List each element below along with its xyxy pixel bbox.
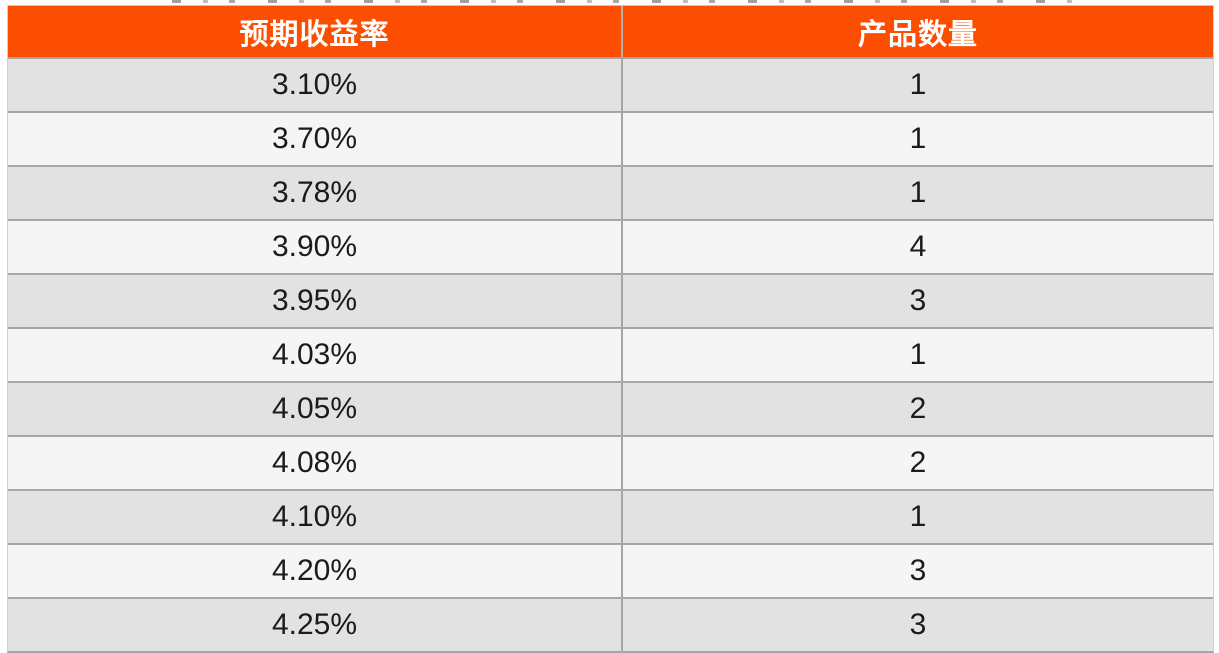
table-row: 4.20% 3: [8, 543, 1213, 597]
expected-yield-cell: 4.10%: [8, 491, 623, 543]
table-row: 3.70% 1: [8, 111, 1213, 165]
product-count-cell: 2: [909, 446, 927, 479]
product-count-cell: 1: [909, 338, 927, 371]
table-row: 4.05% 2: [8, 381, 1213, 435]
table-row: 4.25% 3: [8, 597, 1213, 651]
product-count-cell: 4: [909, 230, 927, 263]
expected-yield-cell: 4.25%: [8, 599, 623, 651]
expected-yield-cell: 4.05%: [8, 383, 623, 435]
table-row: 3.78% 1: [8, 165, 1213, 219]
yield-products-table: 预期收益率 产品数量 3.10% 1 3.70% 1 3.78% 1 3.90% 4 3.95%…: [7, 5, 1214, 653]
table-header-row: 预期收益率 产品数量: [8, 6, 1213, 57]
expected-yield-cell: 3.78%: [8, 167, 623, 219]
table-row: 4.03% 1: [8, 327, 1213, 381]
product-count-cell: 3: [909, 554, 927, 587]
product-count-cell: 2: [909, 392, 927, 425]
table-row: 4.08% 2: [8, 435, 1213, 489]
product-count-cell: 3: [909, 608, 927, 641]
table-row: 3.90% 4: [8, 219, 1213, 273]
expected-yield-cell: 4.03%: [8, 329, 623, 381]
table-row: 3.95% 3: [8, 273, 1213, 327]
table-row: 3.10% 1: [8, 57, 1213, 111]
expected-yield-cell: 4.08%: [8, 437, 623, 489]
header-expected-yield: 预期收益率: [8, 6, 623, 57]
product-count-cell: 1: [909, 122, 927, 155]
header-product-count: 产品数量: [857, 18, 978, 51]
cropped-title-fragments: [172, 0, 1084, 3]
product-count-cell: 1: [909, 68, 927, 101]
product-count-cell: 3: [909, 284, 927, 317]
product-count-cell: 1: [909, 176, 927, 209]
expected-yield-cell: 4.20%: [8, 545, 623, 597]
expected-yield-cell: 3.10%: [8, 59, 623, 111]
table-body: 3.10% 1 3.70% 1 3.78% 1 3.90% 4 3.95% 3 4.03% 1 4.05…: [8, 57, 1213, 651]
table-row: 4.10% 1: [8, 489, 1213, 543]
expected-yield-cell: 3.70%: [8, 113, 623, 165]
product-count-cell: 1: [909, 500, 927, 533]
expected-yield-cell: 3.95%: [8, 275, 623, 327]
expected-yield-cell: 3.90%: [8, 221, 623, 273]
